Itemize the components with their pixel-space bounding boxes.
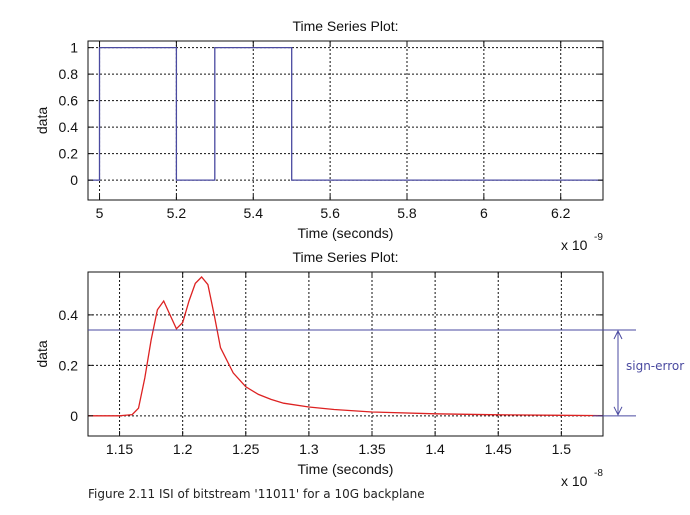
chart-title: Time Series Plot: — [292, 249, 398, 265]
x-tick-label: 6 — [480, 205, 488, 221]
x-tick-label: 5.6 — [320, 205, 340, 221]
figure-caption: Figure 2.11 ISI of bitstream '11011' for… — [88, 487, 425, 501]
y-tick-label: 1 — [70, 40, 78, 56]
x-tick-label: 1.15 — [106, 441, 133, 457]
x-tick-label: 1.3 — [299, 441, 319, 457]
sign-error-label: sign-error — [626, 359, 684, 373]
y-axis-label: data — [34, 107, 50, 134]
y-tick-label: 0 — [70, 408, 78, 424]
x-tick-label: 1.25 — [232, 441, 259, 457]
sign-error-arrowhead-bottom — [613, 406, 623, 416]
plot-area — [88, 41, 603, 200]
y-tick-label: 0.2 — [59, 146, 79, 162]
x-axis-label: Time (seconds) — [298, 225, 394, 241]
chart-title: Time Series Plot: — [292, 18, 398, 34]
x-tick-label: 5.4 — [244, 205, 264, 221]
x-axis-multiplier-exponent: -8 — [594, 468, 603, 479]
series-line — [88, 46, 603, 181]
axes-frame — [87, 40, 604, 201]
x-tick-label: 1.5 — [552, 441, 572, 457]
x-tick-label: 5.8 — [397, 205, 417, 221]
figure: 5 5.2 5.4 5.6 5.8 6 6.2 0 0.2 0.4 0.6 0.8 1 Time Seri… — [34, 18, 684, 489]
y-axis-label: data — [34, 340, 50, 367]
x-axis-label: Time (seconds) — [298, 461, 394, 477]
y-tick-label: 0.4 — [59, 307, 79, 323]
x-axis-multiplier: x 10 — [561, 237, 588, 253]
x-tick-label: 5.2 — [167, 205, 187, 221]
y-tick-label: 0.8 — [59, 66, 79, 82]
sign-error-arrowhead-top — [613, 329, 623, 340]
x-tick-label: 1.2 — [173, 441, 193, 457]
plot-area — [88, 272, 603, 436]
axes-frame — [87, 271, 604, 437]
y-tick-label: 0.4 — [59, 119, 79, 135]
series-line — [88, 276, 604, 417]
x-tick-label: 1.4 — [425, 441, 445, 457]
top-time-series-plot: 5 5.2 5.4 5.6 5.8 6 6.2 0 0.2 0.4 0.6 0.8 1 Time Seri… — [34, 18, 604, 253]
x-tick-label: 5 — [96, 205, 104, 221]
x-axis-multiplier-exponent: -9 — [594, 232, 603, 243]
x-axis-multiplier: x 10 — [561, 473, 588, 489]
y-tick-label: 0.2 — [59, 357, 79, 373]
x-tick-label: 1.45 — [485, 441, 512, 457]
x-tick-label: 1.35 — [358, 441, 385, 457]
x-tick-label: 6.2 — [551, 205, 571, 221]
y-tick-label: 0.6 — [59, 93, 79, 109]
y-tick-label: 0 — [70, 172, 78, 188]
bottom-time-series-plot: 1.15 1.2 1.25 1.3 1.35 1.4 1.45 1.5 0 0.2 0.4 Time … — [34, 249, 684, 489]
